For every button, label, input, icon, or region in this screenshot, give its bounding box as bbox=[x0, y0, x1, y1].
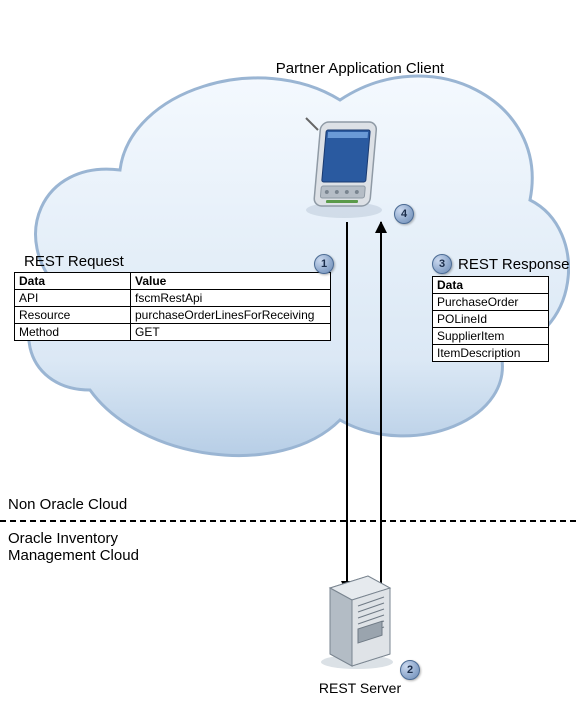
table-row: SupplierItem bbox=[433, 328, 549, 345]
step-badge-1: 1 bbox=[314, 254, 334, 274]
server-label: REST Server bbox=[300, 680, 420, 696]
request-table: Data Value API fscmRestApi Resource purc… bbox=[14, 272, 331, 341]
response-header: Data bbox=[433, 277, 549, 294]
response-title: REST Response bbox=[458, 256, 569, 273]
request-header-data: Data bbox=[15, 273, 131, 290]
zone-non-oracle-label: Non Oracle Cloud bbox=[8, 496, 127, 513]
zone-divider bbox=[0, 520, 576, 522]
table-row: POLineId bbox=[433, 311, 549, 328]
server-icon bbox=[318, 570, 396, 670]
table-row: PurchaseOrder bbox=[433, 294, 549, 311]
response-arrow-icon bbox=[380, 222, 382, 592]
step-badge-3: 3 bbox=[432, 254, 452, 274]
table-row: Method GET bbox=[15, 324, 331, 341]
response-table: Data PurchaseOrder POLineId SupplierItem… bbox=[432, 276, 549, 362]
request-header-value: Value bbox=[131, 273, 331, 290]
table-row: API fscmRestApi bbox=[15, 290, 331, 307]
client-title: Partner Application Client bbox=[260, 60, 460, 77]
step-badge-2: 2 bbox=[400, 660, 420, 680]
zone-oracle-label: Oracle Inventory Management Cloud bbox=[8, 530, 208, 564]
request-arrow-icon bbox=[346, 222, 348, 592]
request-title: REST Request bbox=[24, 253, 124, 270]
table-row: ItemDescription bbox=[433, 345, 549, 362]
pda-device-icon bbox=[304, 110, 384, 220]
step-badge-4: 4 bbox=[394, 204, 414, 224]
table-row: Resource purchaseOrderLinesForReceiving bbox=[15, 307, 331, 324]
table-header-row: Data Value bbox=[15, 273, 331, 290]
